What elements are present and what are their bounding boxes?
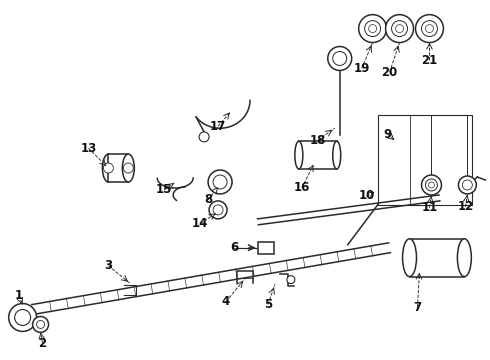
Circle shape: [209, 201, 227, 219]
Text: 8: 8: [204, 193, 212, 206]
Circle shape: [15, 310, 30, 325]
Text: 10: 10: [359, 189, 375, 202]
Circle shape: [199, 132, 209, 142]
Circle shape: [416, 15, 443, 42]
Text: 16: 16: [294, 181, 310, 194]
Circle shape: [359, 15, 387, 42]
Circle shape: [392, 21, 408, 37]
Circle shape: [287, 276, 295, 284]
Circle shape: [9, 303, 37, 332]
Ellipse shape: [122, 154, 134, 182]
Circle shape: [213, 205, 223, 215]
Circle shape: [37, 320, 45, 328]
Text: 14: 14: [192, 217, 208, 230]
Ellipse shape: [457, 239, 471, 276]
Circle shape: [428, 182, 435, 188]
Ellipse shape: [102, 154, 114, 182]
Circle shape: [368, 24, 377, 32]
Text: 19: 19: [353, 62, 370, 75]
Text: 17: 17: [210, 120, 226, 133]
Circle shape: [425, 179, 438, 191]
Text: 20: 20: [381, 66, 398, 79]
Text: 2: 2: [39, 337, 47, 350]
Bar: [258, 242, 274, 254]
Circle shape: [421, 175, 441, 195]
Circle shape: [103, 163, 113, 173]
Text: 15: 15: [156, 184, 172, 197]
Circle shape: [365, 21, 381, 37]
Ellipse shape: [403, 239, 416, 276]
Ellipse shape: [295, 141, 303, 169]
Ellipse shape: [333, 141, 341, 169]
Text: 12: 12: [457, 201, 473, 213]
Circle shape: [395, 24, 404, 32]
Text: 13: 13: [80, 141, 97, 155]
Text: 21: 21: [421, 54, 438, 67]
Bar: [378, 115, 472, 205]
Circle shape: [208, 170, 232, 194]
Circle shape: [333, 51, 347, 66]
Circle shape: [33, 316, 49, 332]
Circle shape: [421, 21, 438, 37]
Circle shape: [458, 176, 476, 194]
Text: 4: 4: [222, 295, 230, 308]
Text: 11: 11: [421, 201, 438, 215]
Text: 3: 3: [104, 259, 112, 272]
Text: 5: 5: [264, 298, 272, 311]
Circle shape: [386, 15, 414, 42]
Bar: [108, 154, 128, 182]
Circle shape: [213, 175, 227, 189]
Bar: [410, 239, 465, 276]
Circle shape: [463, 180, 472, 190]
Circle shape: [328, 46, 352, 71]
Text: 1: 1: [15, 289, 23, 302]
Circle shape: [123, 163, 133, 173]
Text: 18: 18: [310, 134, 326, 147]
Text: 9: 9: [384, 128, 392, 141]
Circle shape: [425, 24, 434, 32]
Text: 7: 7: [414, 301, 421, 314]
Bar: [299, 141, 337, 169]
Text: 6: 6: [230, 241, 238, 254]
